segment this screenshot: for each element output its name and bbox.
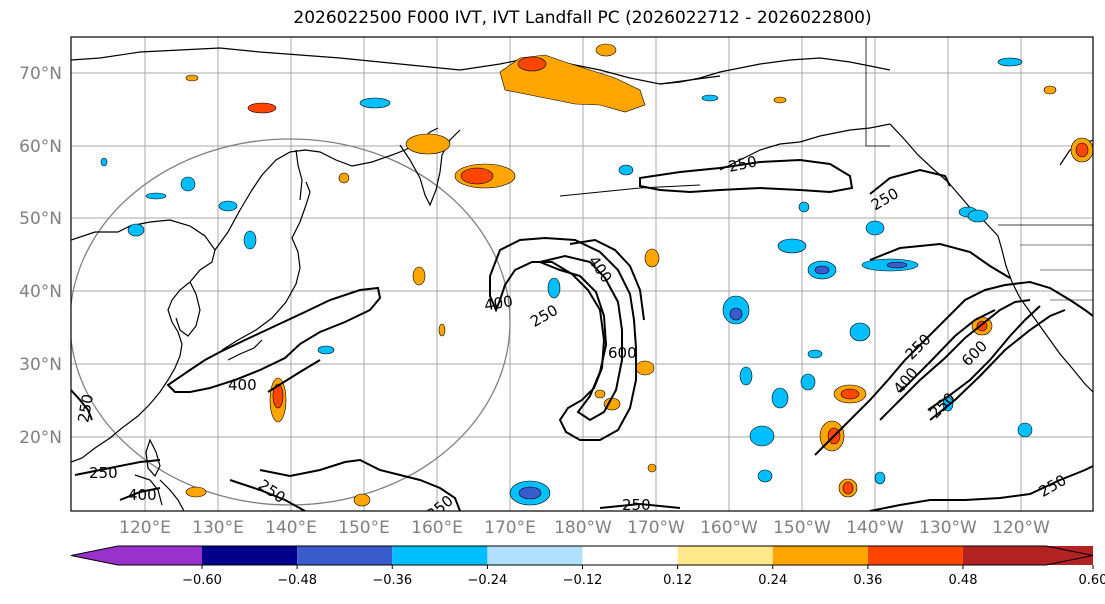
colorbar-segment — [772, 546, 868, 565]
longitude-labels: 120°E 130°E 140°E 150°E 160°E 170°E 180°… — [119, 518, 1050, 538]
lat-label: 40°N — [19, 282, 62, 302]
ivt-pc-negative-areas — [100, 57, 1033, 506]
colorbar: −0.60 −0.48 −0.36 −0.24 −0.12 0.12 0.24 0.36 0.4… — [70, 545, 1105, 588]
colorbar-segment — [582, 546, 678, 565]
colorbar-tick-label: 0.12 — [663, 573, 692, 588]
lon-label: 180°W — [554, 518, 612, 538]
contour-label: 250 — [727, 152, 759, 176]
colorbar-tick-label: 0.60 — [1079, 573, 1105, 588]
lon-label: 140°W — [846, 518, 904, 538]
lon-label: 170°E — [484, 518, 536, 538]
colorbar-tick-label: 0.48 — [949, 573, 978, 588]
lat-label: 20°N — [19, 428, 62, 448]
lon-label: 120°W — [992, 518, 1050, 538]
lon-label: 140°E — [265, 518, 317, 538]
colorbar-segment — [487, 546, 583, 565]
map-background — [71, 37, 1093, 511]
colorbar-tick-label: −0.24 — [467, 573, 507, 588]
colorbar-tick-label: 0.36 — [853, 573, 882, 588]
colorbar-segment — [677, 546, 773, 565]
colorbar-segment — [963, 546, 1093, 565]
lat-label: 50°N — [19, 209, 62, 229]
colorbar-tick-label: −0.36 — [372, 573, 412, 588]
contour-label: 400 — [483, 292, 514, 315]
map-frame — [70, 36, 1094, 512]
colorbar-tick-label: 0.24 — [758, 573, 787, 588]
lon-label: 130°W — [919, 518, 977, 538]
latitude-labels: 70°N 60°N 50°N 40°N 30°N 20°N — [19, 64, 62, 448]
lon-label: 150°E — [338, 518, 390, 538]
ivt-pc-positive-areas — [185, 43, 1093, 507]
ivt-contours — [71, 158, 1093, 511]
lon-label: 160°E — [411, 518, 463, 538]
landfall-region-circle — [71, 138, 511, 506]
colorbar-segment — [202, 546, 298, 565]
lat-label: 70°N — [19, 64, 62, 84]
contour-label: 250 — [89, 464, 118, 482]
lat-label: 30°N — [19, 355, 62, 375]
lon-label: 160°W — [700, 518, 758, 538]
lon-label: 150°W — [773, 518, 831, 538]
colorbar-segment — [867, 546, 963, 565]
lon-label: 120°E — [119, 518, 171, 538]
lat-label: 60°N — [19, 137, 62, 157]
map-title: 2026022500 F000 IVT, IVT Landfall PC (20… — [293, 8, 872, 28]
contour-label: 400 — [128, 486, 157, 504]
colorbar-segment — [297, 546, 393, 565]
contour-label: 250 — [622, 496, 651, 514]
lon-label: 130°E — [192, 518, 244, 538]
colorbar-tick-label: −0.48 — [277, 573, 317, 588]
contour-label: 400 — [228, 376, 257, 394]
colorbar-tick-label: −0.12 — [563, 573, 603, 588]
colorbar-segment — [71, 546, 202, 565]
colorbar-outline — [70, 545, 1094, 566]
colorbar-segment — [392, 546, 488, 565]
colorbar-tick-label: −0.60 — [182, 573, 222, 588]
contour-label: 250 — [74, 393, 97, 424]
lon-label: 170°W — [627, 518, 685, 538]
contour-label: 600 — [608, 344, 637, 362]
